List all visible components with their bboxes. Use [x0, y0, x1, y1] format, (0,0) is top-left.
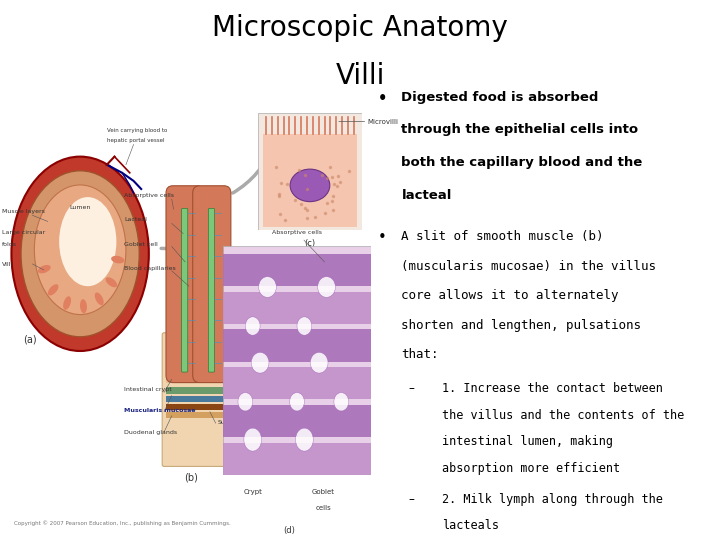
Ellipse shape [289, 393, 305, 411]
Text: Goblet: Goblet [312, 489, 335, 495]
Ellipse shape [297, 317, 312, 335]
Bar [166, 404, 253, 410]
Bar [166, 395, 253, 402]
Text: Muscle layers: Muscle layers [2, 210, 45, 214]
Ellipse shape [80, 299, 87, 313]
Ellipse shape [238, 393, 253, 411]
Ellipse shape [48, 284, 58, 295]
FancyBboxPatch shape [208, 208, 215, 372]
Ellipse shape [63, 296, 71, 310]
Bar [166, 376, 253, 383]
Ellipse shape [244, 428, 261, 451]
Ellipse shape [246, 317, 260, 335]
Text: Duodenal glands: Duodenal glands [124, 430, 177, 435]
Text: A slit of smooth muscle (b): A slit of smooth muscle (b) [402, 230, 604, 243]
Text: core allows it to alternately: core allows it to alternately [402, 289, 619, 302]
Bar [166, 411, 253, 418]
Text: cells: cells [315, 505, 331, 511]
Text: that:: that: [402, 348, 439, 361]
Text: Absorptive cells: Absorptive cells [272, 230, 325, 262]
Bar [223, 254, 371, 286]
FancyBboxPatch shape [193, 186, 231, 382]
Text: (a): (a) [23, 335, 37, 345]
Bar [223, 292, 371, 324]
Text: Villi: Villi [231, 257, 243, 263]
Text: both the capillary blood and the: both the capillary blood and the [402, 156, 643, 169]
Text: Microvilli: Microvilli [367, 118, 398, 125]
Ellipse shape [59, 197, 117, 286]
Text: Villi: Villi [2, 262, 13, 267]
Ellipse shape [35, 185, 126, 314]
Ellipse shape [290, 169, 330, 201]
Text: (muscularis mucosae) in the villus: (muscularis mucosae) in the villus [402, 260, 657, 273]
Text: Intestinal crypt: Intestinal crypt [124, 388, 172, 393]
FancyBboxPatch shape [181, 208, 188, 372]
Ellipse shape [318, 276, 336, 298]
Text: (c): (c) [305, 239, 315, 248]
Ellipse shape [106, 277, 117, 287]
Bar [263, 134, 357, 227]
Ellipse shape [21, 171, 139, 337]
Text: Submucosa: Submucosa [217, 420, 254, 425]
Text: Villi: Villi [336, 62, 384, 90]
FancyBboxPatch shape [162, 333, 258, 467]
Text: Microscopic Anatomy: Microscopic Anatomy [212, 14, 508, 42]
Text: absorption more efficient: absorption more efficient [442, 462, 620, 475]
Text: hepatic portal vessel: hepatic portal vessel [107, 138, 164, 144]
Text: folds: folds [2, 242, 17, 247]
Text: shorten and lengthen, pulsations: shorten and lengthen, pulsations [402, 319, 642, 332]
Text: •: • [378, 91, 387, 105]
Ellipse shape [111, 256, 125, 264]
Ellipse shape [12, 157, 149, 351]
Bar [223, 329, 371, 362]
Ellipse shape [295, 428, 313, 451]
Text: the villus and the contents of the: the villus and the contents of the [442, 409, 684, 422]
Text: –: – [408, 492, 414, 505]
Bar [223, 405, 371, 437]
Text: Large circular: Large circular [2, 230, 45, 234]
Text: •: • [378, 230, 387, 245]
Text: Vein carrying blood to: Vein carrying blood to [107, 129, 167, 133]
Text: –: – [408, 382, 414, 395]
Text: (d): (d) [284, 526, 295, 535]
Text: 1. Increase the contact between: 1. Increase the contact between [442, 382, 663, 395]
Text: Goblet cell: Goblet cell [124, 242, 158, 247]
Bar [166, 388, 253, 394]
Text: lacteals: lacteals [442, 519, 499, 532]
Bar [223, 367, 371, 400]
Text: intestinal lumen, making: intestinal lumen, making [442, 435, 613, 448]
Text: Absorptive cells: Absorptive cells [124, 193, 174, 198]
Text: lacteal: lacteal [402, 189, 452, 202]
Text: through the epithelial cells into: through the epithelial cells into [402, 123, 639, 136]
Ellipse shape [95, 293, 104, 305]
Ellipse shape [38, 265, 50, 273]
Text: 2. Milk lymph along through the: 2. Milk lymph along through the [442, 492, 663, 505]
Bar [223, 443, 371, 475]
Text: Blood capillaries: Blood capillaries [124, 266, 176, 271]
Text: Digested food is absorbed: Digested food is absorbed [402, 91, 599, 104]
Text: Muscularis mucosae: Muscularis mucosae [124, 408, 196, 413]
Text: Copyright © 2007 Pearson Education, Inc., publishing as Benjamin Cummings.: Copyright © 2007 Pearson Education, Inc.… [14, 521, 231, 526]
Text: Lumen: Lumen [69, 205, 91, 210]
FancyBboxPatch shape [166, 186, 204, 382]
Text: Crypt: Crypt [243, 489, 262, 495]
Ellipse shape [251, 353, 269, 373]
Ellipse shape [258, 276, 276, 298]
Ellipse shape [310, 353, 328, 373]
Text: (b): (b) [184, 472, 198, 483]
Text: Lacteal: Lacteal [124, 218, 147, 222]
Ellipse shape [334, 393, 348, 411]
